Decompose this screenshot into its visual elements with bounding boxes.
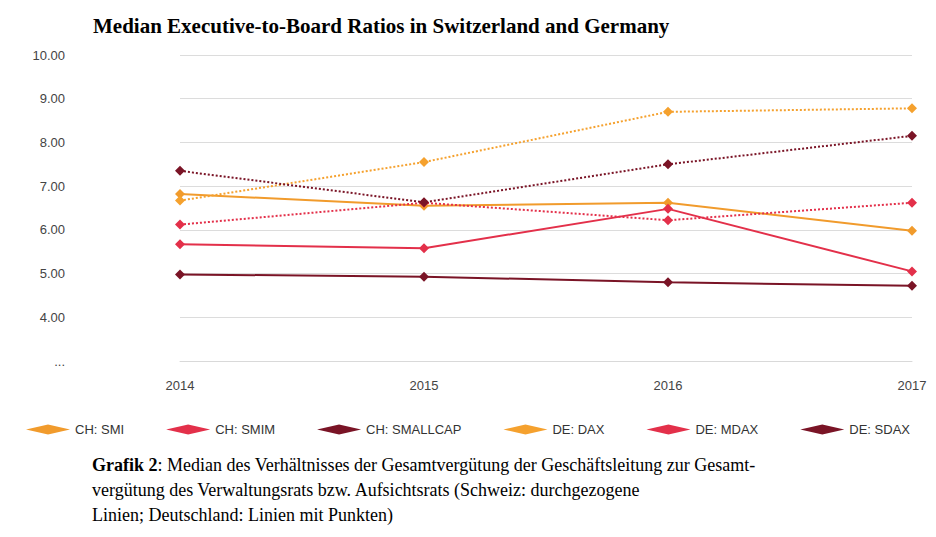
svg-text:10.00: 10.00 xyxy=(32,48,65,63)
svg-text:CH: SMIM: CH: SMIM xyxy=(215,422,275,437)
svg-text:5.00: 5.00 xyxy=(40,266,65,281)
svg-text:Grafik 2: Grafik 2 xyxy=(92,455,158,475)
svg-text:2016: 2016 xyxy=(654,378,683,393)
svg-text:2017: 2017 xyxy=(898,378,927,393)
svg-text:Linien; Deutschland: Linien mi: Linien; Deutschland: Linien mit Punkten) xyxy=(92,505,393,526)
svg-text:8.00: 8.00 xyxy=(40,135,65,150)
svg-text:...: ... xyxy=(54,354,65,369)
svg-text:: Median des Verhältnisses der: : Median des Verhältnisses der Gesamtver… xyxy=(157,455,755,475)
svg-text:vergütung des Verwaltungsrats: vergütung des Verwaltungsrats bzw. Aufsi… xyxy=(92,480,640,501)
svg-text:4.00: 4.00 xyxy=(40,310,65,325)
svg-text:CH: SMI: CH: SMI xyxy=(75,422,124,437)
svg-text:9.00: 9.00 xyxy=(40,91,65,106)
svg-text:Median Executive-to-Board Rati: Median Executive-to-Board Ratios in Swit… xyxy=(93,14,670,38)
svg-text:2015: 2015 xyxy=(410,378,439,393)
svg-text:6.00: 6.00 xyxy=(40,222,65,237)
svg-text:DE: DAX: DE: DAX xyxy=(552,422,604,437)
svg-text:DE: SDAX: DE: SDAX xyxy=(849,422,910,437)
svg-text:CH: SMALLCAP: CH: SMALLCAP xyxy=(366,422,461,437)
svg-text:7.00: 7.00 xyxy=(40,179,65,194)
svg-text:2014: 2014 xyxy=(166,378,195,393)
svg-text:DE: MDAX: DE: MDAX xyxy=(695,422,758,437)
